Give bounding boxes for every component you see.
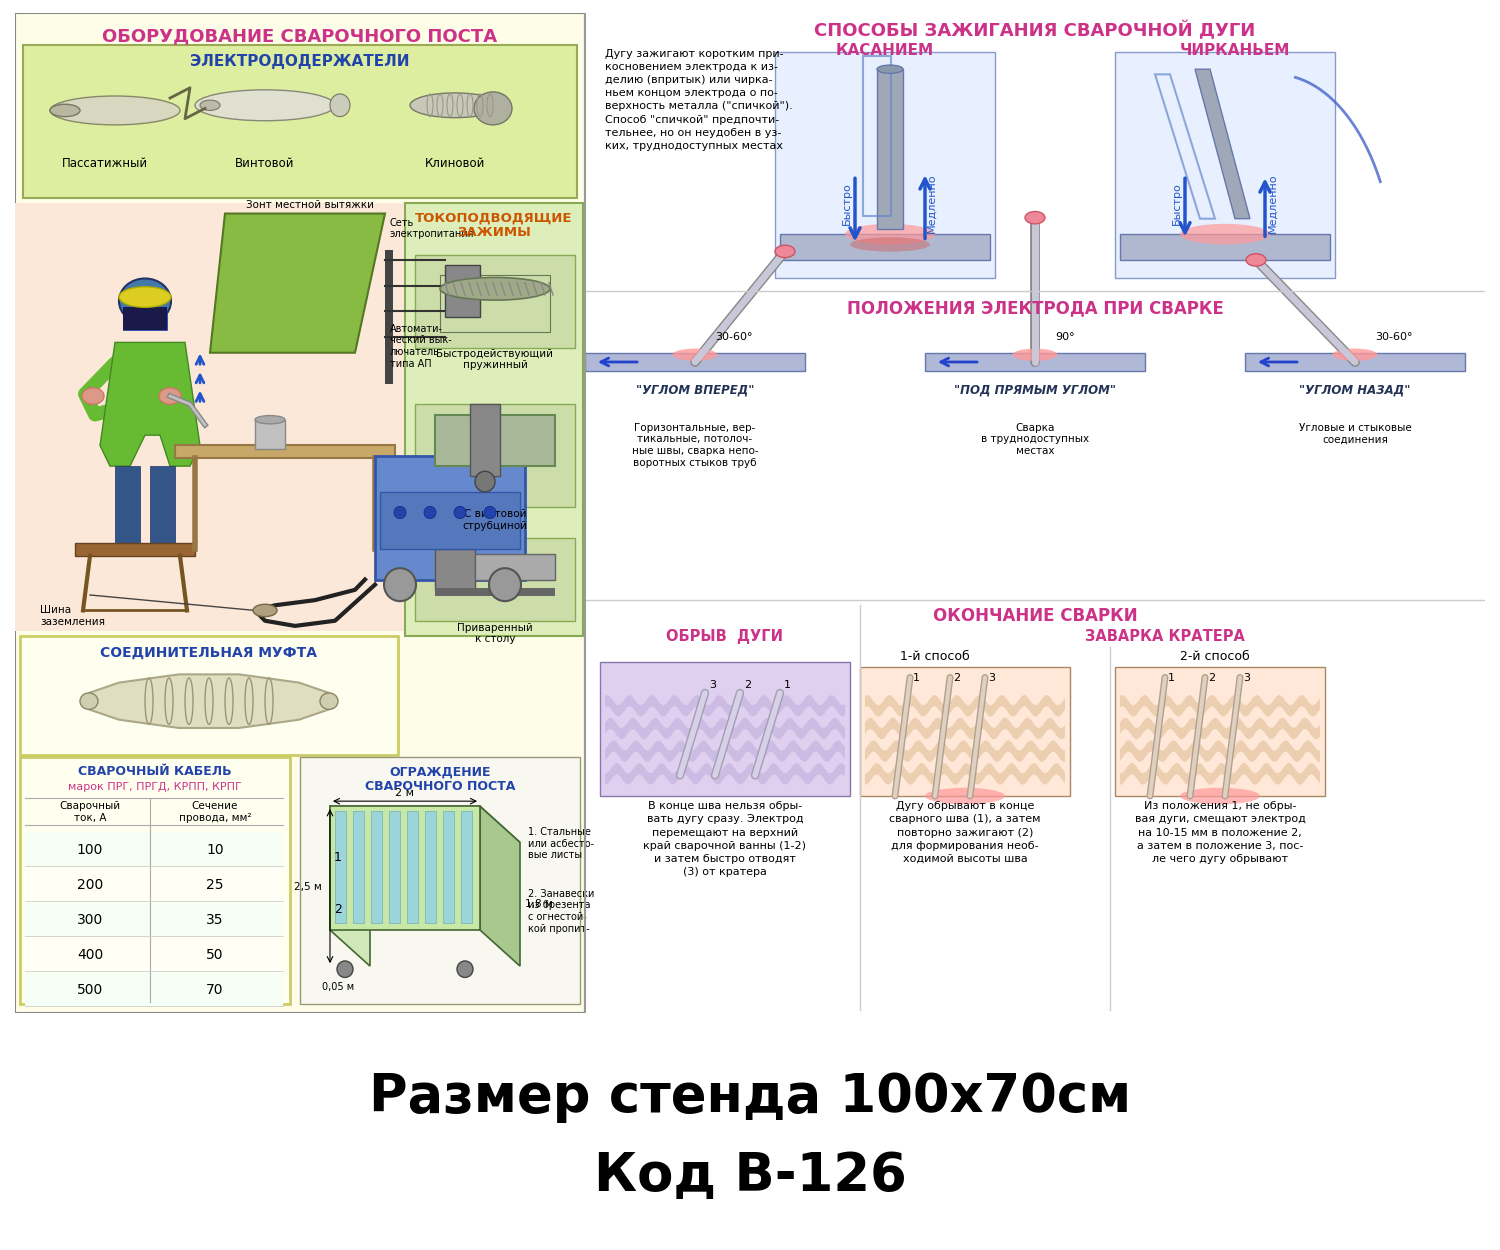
Bar: [116, 466, 140, 549]
Text: Медленно: Медленно: [927, 174, 938, 232]
Circle shape: [424, 506, 436, 519]
Text: марок ПРГ, ПРГД, КРПП, КРПГ: марок ПРГ, ПРГД, КРПП, КРПГ: [68, 781, 242, 791]
Polygon shape: [210, 214, 386, 352]
FancyBboxPatch shape: [780, 234, 990, 260]
Ellipse shape: [1180, 788, 1260, 804]
FancyBboxPatch shape: [416, 404, 574, 508]
FancyBboxPatch shape: [15, 204, 585, 631]
FancyBboxPatch shape: [370, 811, 382, 922]
Text: "УГЛОМ НАЗАД": "УГЛОМ НАЗАД": [1299, 384, 1410, 396]
FancyBboxPatch shape: [460, 811, 472, 922]
Text: 1. Стальные
или асбесто-
вые листы: 1. Стальные или асбесто- вые листы: [528, 828, 594, 860]
Text: 1-й способ: 1-й способ: [900, 650, 970, 662]
Ellipse shape: [844, 224, 934, 245]
FancyBboxPatch shape: [26, 832, 284, 866]
FancyBboxPatch shape: [435, 588, 555, 596]
Text: 3: 3: [710, 680, 716, 690]
Text: Медленно: Медленно: [1268, 174, 1278, 232]
Ellipse shape: [440, 278, 550, 300]
Text: 25: 25: [206, 878, 224, 891]
FancyBboxPatch shape: [388, 811, 400, 922]
Text: 30-60°: 30-60°: [1376, 332, 1413, 342]
FancyBboxPatch shape: [416, 255, 574, 348]
Text: Автомати-
ческий вык-
лючатель
типа АП: Автомати- ческий вык- лючатель типа АП: [390, 324, 452, 369]
Text: СОЕДИНИТЕЛЬНАЯ МУФТА: СОЕДИНИТЕЛЬНАЯ МУФТА: [100, 645, 318, 660]
Text: Дугу обрывают в конце
сварного шва (1), а затем
повторно зажигают (2)
для формир: Дугу обрывают в конце сварного шва (1), …: [890, 801, 1041, 864]
FancyBboxPatch shape: [424, 811, 436, 922]
Ellipse shape: [474, 92, 512, 125]
Text: 1,8 м: 1,8 м: [525, 899, 552, 909]
Text: Пассатижный: Пассатижный: [62, 156, 148, 170]
Text: 70: 70: [206, 982, 224, 996]
FancyBboxPatch shape: [380, 492, 520, 549]
Polygon shape: [88, 674, 328, 727]
FancyBboxPatch shape: [1114, 668, 1324, 796]
Polygon shape: [330, 806, 480, 930]
Text: "ПОД ПРЯМЫМ УГЛОМ": "ПОД ПРЯМЫМ УГЛОМ": [954, 384, 1116, 396]
Circle shape: [458, 961, 472, 978]
FancyBboxPatch shape: [859, 668, 1070, 796]
Ellipse shape: [320, 693, 338, 710]
FancyBboxPatch shape: [600, 662, 850, 796]
Text: Быстродействующий
пружинный: Быстродействующий пружинный: [436, 349, 554, 370]
Text: Код В-126: Код В-126: [594, 1150, 906, 1201]
Text: ЭЛЕКТРОДОДЕРЖАТЕЛИ: ЭЛЕКТРОДОДЕРЖАТЕЛИ: [190, 54, 410, 69]
Text: В конце шва нельзя обры-
вать дугу сразу. Электрод
перемещают на верхний
край св: В конце шва нельзя обры- вать дугу сразу…: [644, 801, 807, 877]
Ellipse shape: [200, 100, 220, 110]
FancyBboxPatch shape: [585, 12, 1485, 1012]
Text: Сварка
в труднодоступных
местах: Сварка в труднодоступных местах: [981, 422, 1089, 456]
Text: ЧИРКАНЬЕМ: ЧИРКАНЬЕМ: [1180, 44, 1290, 59]
FancyBboxPatch shape: [75, 544, 195, 556]
Bar: [123, 311, 166, 330]
Text: 30-60°: 30-60°: [716, 332, 753, 342]
FancyBboxPatch shape: [435, 415, 555, 466]
Text: Шина
заземления: Шина заземления: [40, 605, 105, 628]
Text: 10: 10: [206, 842, 224, 856]
Text: КАСАНИЕМ: КАСАНИЕМ: [836, 44, 934, 59]
Ellipse shape: [1024, 211, 1045, 224]
Text: ОБРЫВ  ДУГИ: ОБРЫВ ДУГИ: [666, 629, 783, 644]
FancyBboxPatch shape: [386, 250, 393, 384]
Text: Сечение
провода, мм²: Сечение провода, мм²: [178, 801, 251, 822]
Ellipse shape: [255, 415, 285, 424]
FancyBboxPatch shape: [416, 539, 574, 621]
Ellipse shape: [82, 388, 104, 404]
Circle shape: [489, 569, 520, 601]
Text: ОБОРУДОВАНИЕ СВАРОЧНОГО ПОСТА: ОБОРУДОВАНИЕ СВАРОЧНОГО ПОСТА: [102, 28, 498, 45]
Text: 2: 2: [1208, 672, 1215, 682]
FancyBboxPatch shape: [442, 811, 454, 922]
Ellipse shape: [80, 693, 98, 710]
Text: Приваренный
к столу: Приваренный к столу: [458, 622, 532, 645]
Polygon shape: [480, 806, 520, 966]
Text: 1: 1: [914, 672, 920, 682]
Ellipse shape: [118, 286, 171, 308]
FancyBboxPatch shape: [926, 352, 1144, 371]
Ellipse shape: [1246, 254, 1266, 266]
FancyBboxPatch shape: [470, 404, 500, 476]
Ellipse shape: [1013, 349, 1058, 361]
FancyBboxPatch shape: [20, 756, 290, 1004]
Text: 2 м: 2 м: [396, 788, 414, 798]
Ellipse shape: [50, 96, 180, 125]
Text: Быстро: Быстро: [1172, 181, 1182, 225]
Text: 400: 400: [76, 948, 104, 961]
Ellipse shape: [850, 238, 930, 251]
Text: 300: 300: [76, 912, 104, 926]
Text: Сварочный
ток, А: Сварочный ток, А: [60, 801, 120, 822]
FancyBboxPatch shape: [20, 636, 398, 755]
Ellipse shape: [1332, 349, 1377, 361]
FancyBboxPatch shape: [878, 69, 903, 229]
FancyBboxPatch shape: [1120, 234, 1330, 260]
Ellipse shape: [926, 788, 1005, 804]
FancyBboxPatch shape: [405, 204, 584, 636]
FancyBboxPatch shape: [123, 308, 166, 330]
Text: 200: 200: [76, 878, 104, 891]
FancyBboxPatch shape: [300, 756, 580, 1004]
Ellipse shape: [1180, 224, 1270, 245]
Text: 0,05 м: 0,05 м: [322, 981, 354, 991]
Ellipse shape: [776, 245, 795, 258]
Text: Зонт местной вытяжки: Зонт местной вытяжки: [246, 200, 374, 210]
FancyBboxPatch shape: [15, 12, 1485, 1012]
Circle shape: [484, 506, 496, 519]
Text: Быстро: Быстро: [842, 181, 852, 225]
